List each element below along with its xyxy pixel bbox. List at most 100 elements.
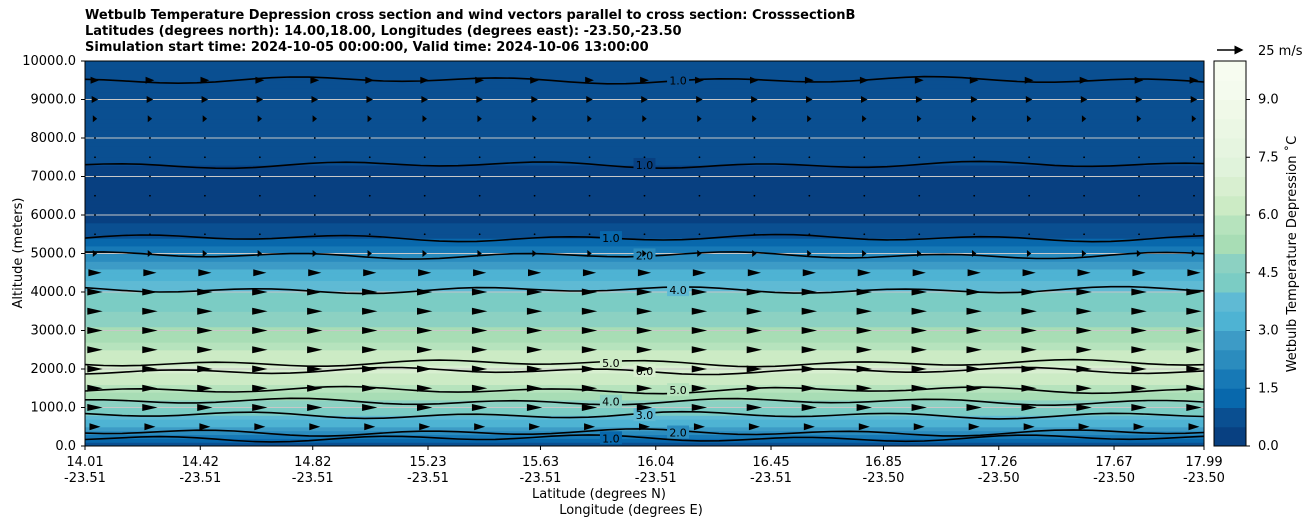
- wind-vector: [912, 269, 926, 277]
- wind-vector: [1021, 404, 1037, 411]
- wind-vector: [204, 233, 206, 236]
- wind-vector: [691, 404, 708, 411]
- wind-vector: [911, 404, 927, 411]
- wind-vector: [636, 346, 653, 354]
- contour-label: 2.0: [636, 249, 654, 262]
- contour-band: [85, 292, 1204, 297]
- wind-vector: [692, 269, 707, 277]
- wind-vector: [967, 269, 981, 277]
- wind-vector: [750, 76, 759, 84]
- wind-vector: [636, 365, 653, 373]
- contour-band: [85, 388, 1204, 393]
- wind-vector: [1134, 76, 1144, 84]
- wind-vector: [643, 233, 646, 236]
- contour-band: [85, 438, 1204, 443]
- contour-label: 1.0: [602, 432, 620, 445]
- wind-vector: [258, 156, 261, 159]
- wind-vector: [253, 269, 267, 277]
- wind-vector: [252, 365, 268, 373]
- wind-vector: [748, 423, 760, 431]
- wind-vector: [92, 250, 98, 257]
- wind-vector: [1193, 214, 1195, 216]
- wind-vector: [471, 307, 488, 315]
- wind-vector: [636, 404, 653, 411]
- x-tick-label-lon: -23.51: [179, 471, 221, 486]
- wind-vector: [311, 96, 319, 103]
- contour-label: 5.0: [602, 357, 620, 370]
- x-tick-label-lat: 17.99: [1185, 455, 1222, 470]
- y-axis: 0.0 1000.0 2000.0 3000.0 4000.0 5000.0 6000.0 7…: [22, 54, 85, 454]
- wind-vector: [856, 384, 872, 392]
- wind-vector: [312, 250, 317, 257]
- wind-vector: [587, 115, 592, 123]
- wind-vector: [1021, 365, 1037, 373]
- contour-band: [85, 188, 1204, 193]
- wind-vector: [804, 76, 814, 84]
- wind-vector: [915, 96, 923, 103]
- wind-vector: [911, 365, 927, 373]
- wind-vector: [753, 233, 756, 236]
- wind-vector: [149, 175, 151, 178]
- wind-vector: [808, 156, 811, 159]
- wind-vector: [588, 175, 591, 178]
- wind-vector: [90, 76, 100, 84]
- wind-vector: [1138, 137, 1140, 139]
- wind-vector: [858, 423, 870, 431]
- contour-line: [85, 233, 1204, 243]
- wind-vector: [801, 384, 818, 392]
- wind-vector: [200, 76, 210, 84]
- contour-band: [85, 322, 1204, 328]
- wind-vector: [87, 307, 103, 315]
- colorbar-segment: [1214, 118, 1246, 139]
- wind-vector: [308, 269, 322, 277]
- wind-vector: [1186, 288, 1202, 296]
- wind-vector: [972, 115, 977, 123]
- wind-vector: [1187, 269, 1201, 277]
- wind-vector: [197, 327, 213, 334]
- contour-band: [85, 430, 1204, 436]
- wind-vector: [197, 404, 213, 411]
- wind-vector: [199, 423, 211, 431]
- wind-vector: [588, 233, 591, 236]
- wind-vector: [918, 233, 921, 236]
- y-tick-label: 8000.0: [31, 131, 77, 146]
- contour-line: [85, 397, 1204, 407]
- wind-vector: [746, 365, 763, 373]
- wind-vector: [856, 307, 872, 315]
- wind-vector: [307, 307, 323, 315]
- wind-vector: [142, 384, 158, 392]
- contour-band: [85, 318, 1204, 324]
- colorbar-tick-label: 1.5: [1258, 381, 1279, 396]
- wind-vector: [1081, 250, 1087, 257]
- wind-vector: [87, 327, 103, 334]
- wind-vector: [862, 250, 867, 257]
- wind-vector: [149, 194, 151, 197]
- wind-vector: [581, 346, 598, 354]
- wind-vector: [861, 96, 868, 103]
- contour-line: [85, 285, 1204, 295]
- wind-vector: [144, 423, 156, 431]
- contour-band: [85, 280, 1204, 285]
- wind-vector: [1131, 384, 1147, 392]
- wind-vector: [1131, 346, 1147, 354]
- wind-vector: [526, 365, 543, 373]
- wind-vector: [801, 327, 818, 334]
- wind-vector: [1191, 115, 1197, 123]
- wind-vector: [1132, 269, 1146, 277]
- wind-vector: [526, 384, 543, 392]
- wind-vector: [1135, 96, 1143, 103]
- wind-vector: [636, 288, 653, 296]
- wind-vector: [252, 346, 268, 354]
- wind-vector: [142, 346, 158, 354]
- wind-vector: [202, 250, 208, 257]
- wind-vector: [1026, 115, 1032, 123]
- wind-vector: [639, 423, 650, 431]
- wind-vector: [1190, 96, 1198, 103]
- wind-vector: [1023, 423, 1035, 431]
- wind-vector: [423, 214, 426, 216]
- wind-vector: [1021, 384, 1037, 392]
- wind-vector: [533, 156, 536, 159]
- wind-vector: [746, 307, 763, 315]
- wind-vector: [973, 233, 976, 236]
- wind-vector: [423, 137, 426, 139]
